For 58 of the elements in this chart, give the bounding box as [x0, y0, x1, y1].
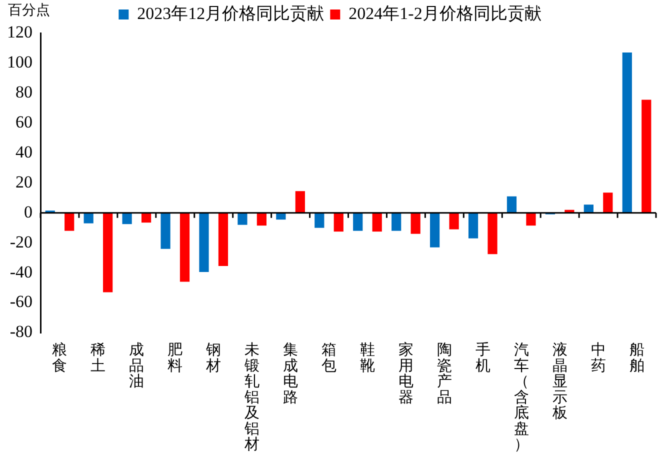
bar	[256, 212, 267, 226]
legend-label: 2024年1-2月价格同比贡献	[348, 4, 542, 23]
bar	[160, 212, 170, 249]
bar	[84, 212, 94, 224]
bar	[488, 212, 498, 254]
bar	[314, 212, 324, 228]
bar	[603, 192, 613, 213]
bar	[238, 212, 248, 225]
x-tick-label: 钢材	[205, 342, 222, 374]
y-tick-label: 100	[7, 52, 32, 72]
x-tick-label: 肥料	[168, 342, 183, 374]
bar	[199, 212, 209, 272]
x-tick-label: 稀土	[90, 342, 106, 374]
bar	[622, 52, 632, 213]
x-tick-label: 汽车（含底盘）	[514, 342, 529, 454]
bar	[122, 212, 132, 224]
y-tick-label: 80	[16, 82, 32, 102]
y-tick-label: -40	[10, 262, 32, 282]
y-tick-label: 120	[7, 22, 32, 42]
x-tick-label: 手机	[475, 342, 490, 374]
bar	[372, 212, 382, 232]
x-tick-label: 船舶	[629, 342, 644, 374]
bar	[410, 212, 420, 234]
x-tick-label: 液晶显示板	[551, 342, 568, 422]
y-tick-label: 40	[16, 142, 32, 162]
bar	[141, 212, 152, 223]
bar	[392, 212, 402, 231]
bar	[180, 212, 190, 282]
bar	[103, 212, 113, 292]
y-tick-label: -20	[10, 232, 32, 252]
x-tick-label: 未锻轧铝及铝材	[244, 342, 260, 454]
bar	[468, 212, 478, 238]
x-tick-label: 成品油	[129, 342, 144, 390]
bar	[506, 196, 517, 213]
bar	[64, 212, 74, 231]
x-tick-label: 陶瓷产品	[436, 342, 452, 406]
bar	[526, 212, 536, 226]
bar	[642, 100, 652, 213]
x-tick-label: 家用电器	[398, 342, 414, 406]
bar	[334, 212, 344, 232]
bar	[584, 204, 594, 213]
bar	[218, 212, 228, 266]
bar	[430, 212, 440, 248]
y-tick-label: 60	[16, 112, 32, 132]
bar	[449, 212, 459, 230]
y-tick-label: -80	[10, 322, 32, 342]
x-tick-label: 粮食	[52, 342, 68, 374]
bar	[353, 212, 363, 231]
x-tick-label: 箱包	[322, 342, 337, 374]
y-tick-label: -60	[10, 292, 32, 312]
y-axis-title: 百分点	[8, 2, 50, 19]
x-tick-label: 集成电路	[283, 342, 298, 406]
y-tick-label: 0	[24, 202, 32, 222]
bar	[295, 191, 305, 213]
x-tick-label: 中药	[590, 342, 606, 374]
x-tick-label: 鞋靴	[360, 342, 375, 374]
y-tick-label: 20	[16, 172, 32, 192]
legend-label: 2023年12月价格同比贡献	[137, 4, 324, 23]
